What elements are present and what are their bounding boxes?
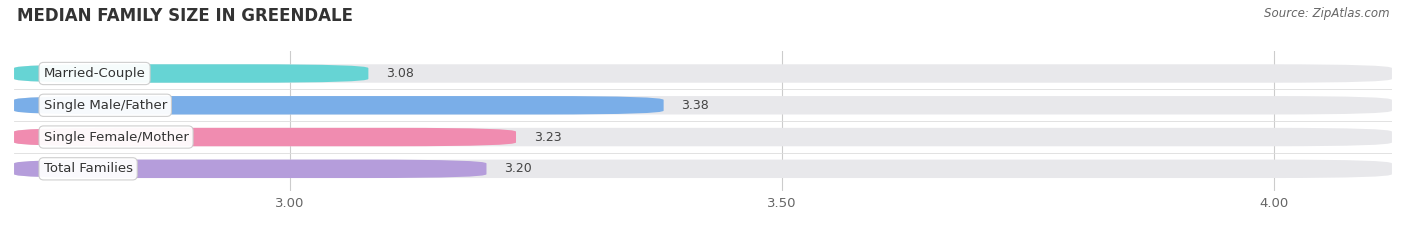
FancyBboxPatch shape	[14, 96, 1392, 114]
FancyBboxPatch shape	[14, 64, 1392, 83]
Text: Single Male/Father: Single Male/Father	[44, 99, 167, 112]
FancyBboxPatch shape	[14, 160, 1392, 178]
Text: 3.08: 3.08	[387, 67, 413, 80]
Text: MEDIAN FAMILY SIZE IN GREENDALE: MEDIAN FAMILY SIZE IN GREENDALE	[17, 7, 353, 25]
Text: Source: ZipAtlas.com: Source: ZipAtlas.com	[1264, 7, 1389, 20]
FancyBboxPatch shape	[14, 96, 664, 114]
Text: Total Families: Total Families	[44, 162, 132, 175]
Text: Single Female/Mother: Single Female/Mother	[44, 130, 188, 144]
Text: Married-Couple: Married-Couple	[44, 67, 145, 80]
FancyBboxPatch shape	[14, 128, 1392, 146]
FancyBboxPatch shape	[14, 128, 516, 146]
FancyBboxPatch shape	[14, 64, 368, 83]
FancyBboxPatch shape	[14, 160, 486, 178]
Text: 3.23: 3.23	[534, 130, 561, 144]
Text: 3.20: 3.20	[505, 162, 531, 175]
Text: 3.38: 3.38	[682, 99, 709, 112]
